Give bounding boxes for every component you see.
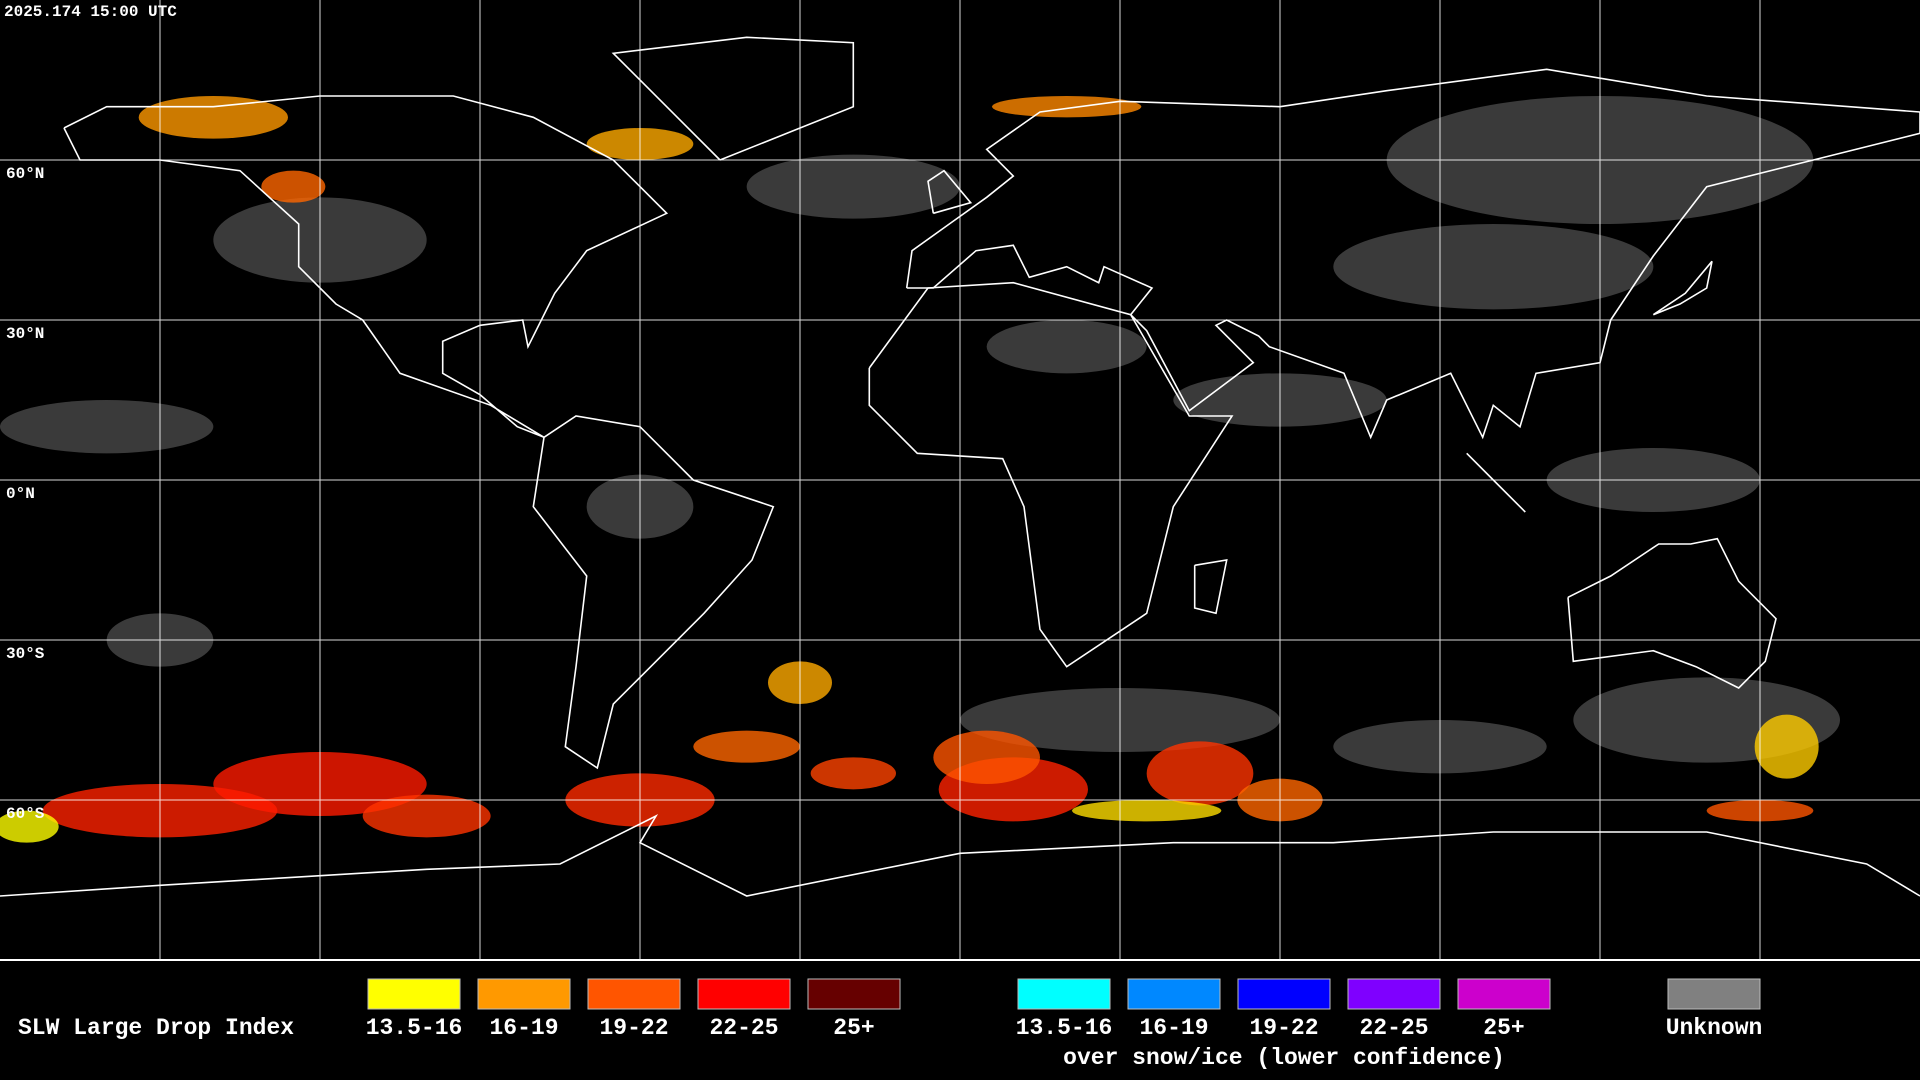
drop-patch [0,810,59,843]
legend-label: Unknown [1666,1015,1763,1041]
drop-patch [933,730,1040,784]
legend-label: 13.5-16 [366,1015,463,1041]
latitude-label: 30°S [6,645,45,663]
legend-label: 19-22 [1249,1015,1318,1041]
legend-label: 22-25 [1359,1015,1428,1041]
latitude-label: 30°N [6,325,44,343]
cloud-patch [0,400,214,454]
legend-swatch [367,978,461,1010]
coastline [1567,537,1777,689]
legend-swatch [1017,978,1111,1010]
legend-swatch [1457,978,1551,1010]
cloud-patch [746,154,960,219]
legend-swatch [807,978,901,1010]
drop-patch [1754,714,1819,779]
legend-label: 25+ [833,1015,874,1041]
drop-patch [1072,800,1222,822]
legend-swatch [1127,978,1221,1010]
drop-patch [810,757,896,790]
coastline [1193,559,1228,615]
cloud-patch [1333,223,1654,310]
legend-label: 16-19 [489,1015,558,1041]
coastline [1466,452,1526,513]
timestamp: 2025.174 15:00 UTC [4,3,177,21]
latitude-label: 60°N [6,165,44,183]
legend-swatch [477,978,571,1010]
coastline [905,68,1920,440]
legend-label: 19-22 [599,1015,668,1041]
legend-swatch [1667,978,1761,1010]
cloud-layer [0,96,1840,843]
legend-label: 13.5-16 [1016,1015,1113,1041]
latitude-label: 60°S [6,805,45,823]
coastline [1652,260,1713,316]
coastline [927,169,973,215]
drop-patch [693,730,801,763]
coastlines [0,36,1920,897]
legend-swatch [1237,978,1331,1010]
legend-swatch [587,978,681,1010]
latitude-label: 0°N [6,485,35,503]
legend-caption: over snow/ice (lower confidence) [1063,1045,1505,1071]
drop-patch [362,794,491,838]
legend-swatch [697,978,791,1010]
legend-label: 16-19 [1139,1015,1208,1041]
legend-label: 25+ [1483,1015,1524,1041]
legend-title: SLW Large Drop Index [18,1015,294,1041]
graticule [0,0,1920,960]
legend-swatch [1347,978,1441,1010]
legend-label: 22-25 [709,1015,778,1041]
coastline [611,36,855,161]
coastline [532,415,775,770]
drop-patch [138,96,288,139]
coastline [63,95,669,439]
coastline [868,281,1234,668]
coastline [0,814,1920,897]
drop-patch [1146,741,1254,806]
cloud-patch [986,320,1147,374]
legend: 13.5-16 16-19 19-22 22-25 25+ 13.5-16 16-19 19-… [366,978,1763,1071]
latitude-labels: 60°N 30°N 0°N 30°S 60°S [6,165,45,823]
drop-patch [261,170,326,203]
drop-patch [991,96,1142,118]
